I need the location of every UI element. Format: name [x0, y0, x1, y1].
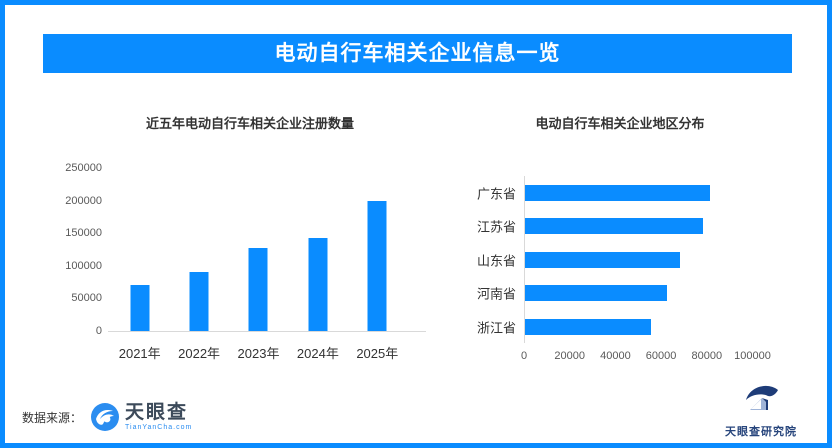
y-axis-tick: 100000 [65, 259, 102, 272]
research-institute-logo: 天眼查研究院 [706, 380, 816, 439]
x-axis-label: 2024年 [296, 346, 339, 361]
page-title: 电动自行车相关企业信息一览 [43, 34, 792, 73]
x-axis-tick: 0 [520, 350, 528, 362]
bar-浙江省 [525, 318, 651, 335]
x-axis-tick: 40000 [600, 350, 631, 362]
registrations-chart-baseline [108, 331, 426, 332]
bar-2024年 [308, 237, 328, 331]
category-label-河南省: 河南省 [476, 286, 516, 302]
bar-2023年 [248, 247, 268, 331]
x-axis-label: 2025年 [356, 346, 399, 361]
bar-2021年 [130, 285, 150, 331]
tianyancha-domain: TianYanCha.com [125, 424, 193, 431]
research-institute-icon [746, 385, 778, 410]
bar-column [348, 168, 407, 331]
bar-2022年 [189, 272, 209, 331]
region-chart-axis-line [524, 176, 525, 343]
y-axis-tick: 0 [95, 325, 102, 337]
research-institute-name: 天眼查研究院 [725, 426, 797, 438]
bar-江苏省 [525, 218, 704, 235]
bar-column [288, 168, 347, 331]
bar-column [229, 168, 288, 331]
bar-2025年 [367, 201, 387, 331]
x-axis-tick: 60000 [645, 350, 677, 362]
region-chart-title: 电动自行车相关企业地区分布 [535, 116, 705, 131]
x-axis-label: 2022年 [178, 346, 221, 361]
data-source-label: 数据来源： [22, 410, 83, 425]
tianyancha-wordmark: 天眼查 TianYanCha.com [125, 403, 192, 431]
y-axis-tick: 200000 [65, 194, 102, 207]
bar-column [110, 168, 169, 331]
footer: 数据来源： 天眼查 TianYanCha.com [22, 398, 192, 436]
x-axis-tick: 80000 [691, 350, 723, 362]
category-label-广东省: 广东省 [476, 186, 516, 202]
y-axis-tick: 150000 [65, 227, 102, 240]
category-label-江苏省: 江苏省 [476, 219, 516, 235]
bar-column [169, 168, 228, 331]
bar-河南省 [525, 285, 667, 302]
registrations-chart-plot [110, 168, 407, 331]
y-axis-tick: 50000 [71, 292, 102, 305]
x-axis-label: 2023年 [237, 346, 280, 361]
registrations-chart-y-axis: 0 50000 100000 150000 200000 250000 [58, 162, 102, 337]
y-axis-tick: 250000 [65, 162, 102, 174]
x-axis-tick: 20000 [554, 350, 585, 362]
x-axis-label: 2021年 [118, 346, 161, 361]
bar-广东省 [525, 185, 711, 201]
tianyancha-logo: 天眼查 TianYanCha.com [90, 402, 192, 432]
tianyancha-icon [91, 403, 120, 431]
x-axis-tick: 100000 [734, 350, 771, 362]
category-label-浙江省: 浙江省 [476, 320, 516, 336]
registrations-chart-title: 近五年电动自行车相关企业注册数量 [145, 116, 354, 131]
category-label-山东省: 山东省 [476, 253, 516, 269]
bar-山东省 [525, 251, 681, 268]
tianyancha-name: 天眼查 [125, 402, 189, 423]
